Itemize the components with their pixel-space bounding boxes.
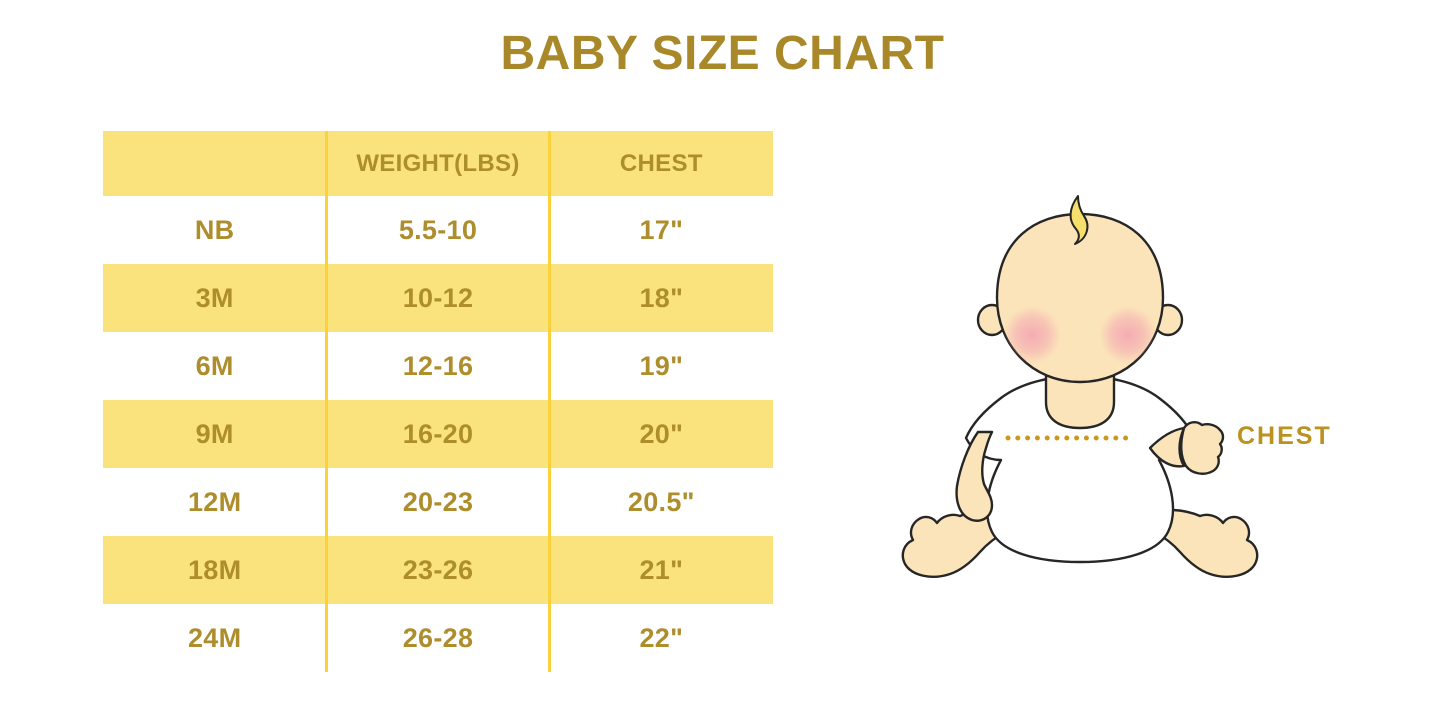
size-cell: 18M <box>187 554 242 585</box>
size-cell: 6M <box>195 350 234 381</box>
baby-right-forearm <box>1148 426 1186 468</box>
table-row: 18M 23-26 21" <box>103 536 773 604</box>
weight-cell: 16-20 <box>402 418 474 449</box>
chest-cell: 20" <box>639 418 684 449</box>
chest-cell: 22" <box>639 622 684 653</box>
table-row: 6M 12-16 19" <box>103 332 773 400</box>
column-divider <box>548 131 551 672</box>
table-header-row: WEIGHT(LBS) CHEST <box>103 131 773 196</box>
chest-cell: 21" <box>639 554 684 585</box>
size-cell: NB <box>194 214 235 245</box>
size-cell: 12M <box>187 486 242 517</box>
table-row: 9M 16-20 20" <box>103 400 773 468</box>
size-cell: 9M <box>195 418 234 449</box>
chest-measurement-label: CHEST <box>1237 422 1332 450</box>
chest-cell: 18" <box>639 282 684 313</box>
weight-cell: 12-16 <box>402 350 474 381</box>
table-header-chest: CHEST <box>619 149 703 177</box>
table-row: 24M 26-28 22" <box>103 604 773 672</box>
baby-hair-tuft <box>1069 195 1089 245</box>
weight-cell: 10-12 <box>402 282 474 313</box>
table-header-weight: WEIGHT(LBS) <box>356 149 520 177</box>
chest-cell: 17" <box>639 214 684 245</box>
weight-cell: 26-28 <box>402 622 474 653</box>
size-table: WEIGHT(LBS) CHEST NB 5.5-10 17" 3M 10-12… <box>103 131 773 672</box>
table-row: 3M 10-12 18" <box>103 264 773 332</box>
table-row: 12M 20-23 20.5" <box>103 468 773 536</box>
weight-cell: 23-26 <box>402 554 474 585</box>
baby-left-arm <box>955 430 994 522</box>
column-divider <box>325 131 328 672</box>
size-cell: 3M <box>195 282 234 313</box>
baby-right-fist <box>1180 420 1225 475</box>
page-title: BABY SIZE CHART <box>500 27 945 80</box>
size-cell: 24M <box>187 622 242 653</box>
table-header-size-cell <box>103 131 326 196</box>
chest-cell: 19" <box>639 350 684 381</box>
chest-cell: 20.5" <box>627 486 695 517</box>
baby-illustration <box>901 195 1259 578</box>
weight-cell: 20-23 <box>402 486 474 517</box>
weight-cell: 5.5-10 <box>398 214 478 245</box>
table-row: NB 5.5-10 17" <box>103 196 773 264</box>
